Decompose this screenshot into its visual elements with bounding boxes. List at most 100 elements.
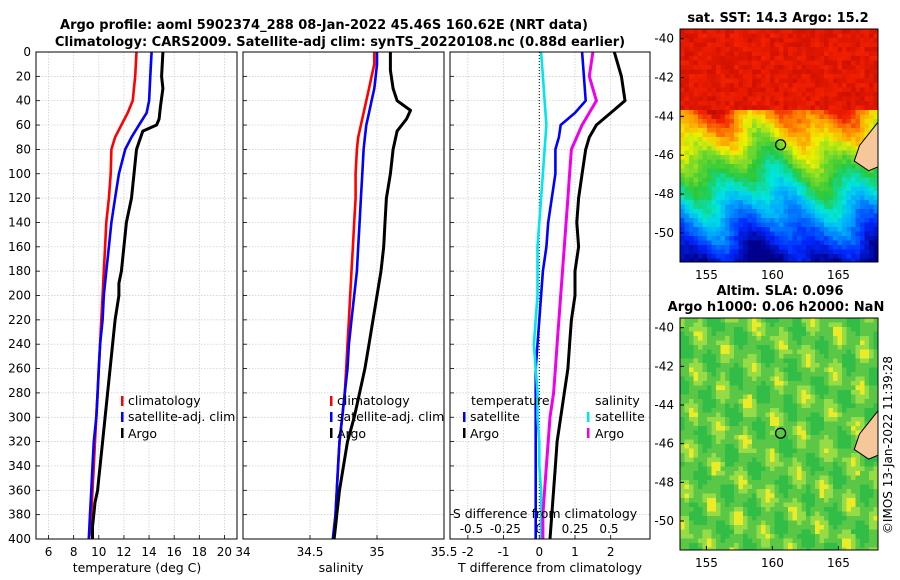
map-cell [819,547,825,550]
map-cell [765,426,771,431]
map-cell [801,114,807,120]
map-cell [716,408,721,413]
map-cell [698,132,703,138]
map-cell [864,534,870,539]
map-cell [792,430,798,436]
map-cell [720,74,726,79]
map-cell [747,182,753,187]
map-cell [752,318,757,323]
map-cell [873,403,878,409]
map-cell [864,493,870,499]
map-cell [752,69,757,75]
map-cell [680,186,685,192]
map-cell [815,484,820,490]
map-cell [729,340,735,346]
map-cell [729,74,735,79]
map-cell [801,354,807,359]
map-cell [684,78,690,84]
map-cell [855,33,861,39]
map-cell [851,231,856,237]
map-cell [819,385,825,391]
map-cell [833,96,838,102]
map-cell [869,191,874,196]
map-cell [846,33,852,39]
map-cell [837,47,843,52]
map-cell [734,322,739,328]
map-cell [819,507,825,512]
map-cell [756,87,762,93]
map-cell [770,33,775,39]
map-cell [833,430,838,436]
map-cell [873,110,878,115]
map-cell [716,137,721,142]
map-cell [765,444,771,449]
map-cell [698,444,703,449]
map-cell [846,511,852,517]
map-cell [860,29,865,34]
map-cell [729,38,735,43]
map-cell [801,150,807,156]
map-cell [837,381,843,386]
map-cell [720,498,726,503]
map-cell [734,358,739,364]
map-cell [770,340,775,346]
map-cell [779,128,784,133]
map-cell [693,525,699,530]
map-cell [689,331,694,337]
map-cell [869,547,874,550]
difference-xlabel: T difference from climatology [457,560,643,575]
map-cell [828,33,834,39]
map-cell [873,227,878,232]
map-cell [783,498,789,503]
map-cell [819,227,825,232]
map-cell [738,227,744,232]
map-cell [824,42,829,48]
map-cell [752,457,757,463]
map-cell [797,336,802,341]
map-cell [707,186,712,192]
map-cell [716,227,721,232]
map-cell [711,74,717,79]
map-cell [747,159,753,165]
map-cell [680,399,685,404]
map-cell [810,475,816,481]
map-cell [756,200,762,205]
map-cell [837,258,843,262]
map-cell [729,331,735,337]
map-cell [855,92,861,97]
map-cell [774,345,780,350]
map-cell [752,390,757,395]
map-cell [765,101,771,106]
map-cell [810,74,816,79]
map-cell [684,186,690,192]
map-cell [792,96,798,102]
map-cell [783,222,789,228]
map-cell [864,87,870,93]
map-cell [752,92,757,97]
map-cell [851,480,856,485]
map-cell [783,231,789,237]
map-cell [698,65,703,70]
map-cell [801,209,807,214]
map-cell [716,399,721,404]
map-cell [779,453,784,458]
map-cell [770,236,775,241]
map-cell [824,394,829,400]
map-cell [747,218,753,223]
map-cell [824,547,829,550]
map-cell [819,372,825,377]
map-cell [810,83,816,88]
lon-tick-label: 155 [695,268,718,282]
map-cell [743,42,748,48]
map-cell [770,123,775,129]
map-cell [734,159,739,165]
lon-tick-label: 160 [761,268,784,282]
map-cell [842,322,847,328]
map-cell [761,173,766,178]
map-cell [819,60,825,66]
temperature-legend: climatology satellite-adj. clim Argo [121,393,235,441]
legend-swatch-argo [330,428,333,438]
map-cell [833,218,838,223]
map-cell [689,227,694,232]
map-cell [869,47,874,52]
